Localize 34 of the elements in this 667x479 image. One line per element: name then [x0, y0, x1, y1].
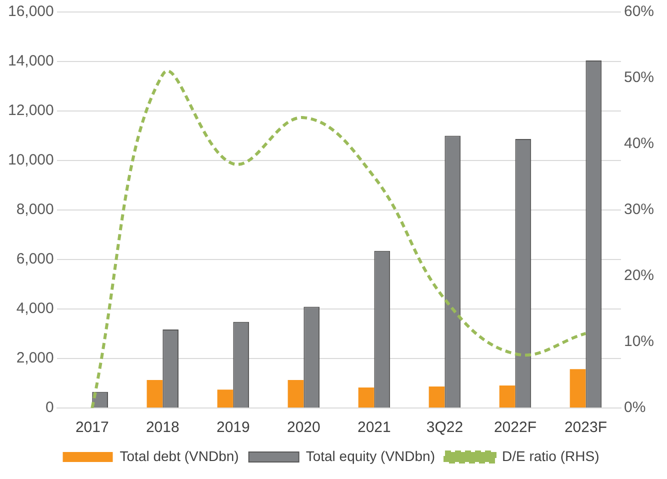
y2-tick-label: 40%: [624, 135, 654, 152]
y2-tick-label: 60%: [624, 3, 654, 20]
x-tick-label: 2020: [286, 419, 320, 436]
y-tick-label: 14,000: [8, 52, 54, 70]
y-tick-label: 0: [46, 399, 54, 416]
y-tick-label: 2,000: [16, 350, 54, 367]
legend-label: D/E ratio (RHS): [502, 448, 600, 464]
legend-label: Total equity (VNDbn): [306, 448, 435, 464]
x-tick-label: 2019: [216, 419, 250, 436]
x-tick-label: 2023F: [564, 419, 607, 436]
y-tick-label: 16,000: [8, 3, 54, 20]
x-tick-label: 2017: [75, 419, 109, 436]
y2-tick-label: 50%: [624, 69, 654, 86]
bar: [288, 380, 304, 408]
bar: [146, 380, 163, 408]
y-tick-label: 12,000: [8, 102, 54, 120]
legend-label: Total debt (VNDbn): [120, 448, 239, 464]
x-tick-label: 2018: [146, 419, 180, 436]
bar: [570, 369, 586, 408]
x-tick-label: 3Q22: [426, 419, 464, 436]
y-tick-label: 8,000: [16, 201, 54, 218]
y2-tick-label: 30%: [624, 201, 654, 218]
y-tick-label: 6,000: [16, 250, 54, 268]
bar: [217, 390, 234, 408]
bar: [358, 387, 374, 408]
y2-tick-label: 20%: [624, 267, 654, 284]
bar: [428, 386, 445, 408]
y-tick-label: 10,000: [8, 152, 54, 169]
x-tick-label: 2022F: [494, 419, 536, 436]
x-tick-label: 2021: [357, 419, 391, 436]
y-tick-label: 4,000: [16, 300, 54, 318]
bar: [499, 385, 516, 408]
y2-tick-label: 10%: [624, 333, 654, 350]
y2-tick-label: 0%: [624, 399, 646, 416]
